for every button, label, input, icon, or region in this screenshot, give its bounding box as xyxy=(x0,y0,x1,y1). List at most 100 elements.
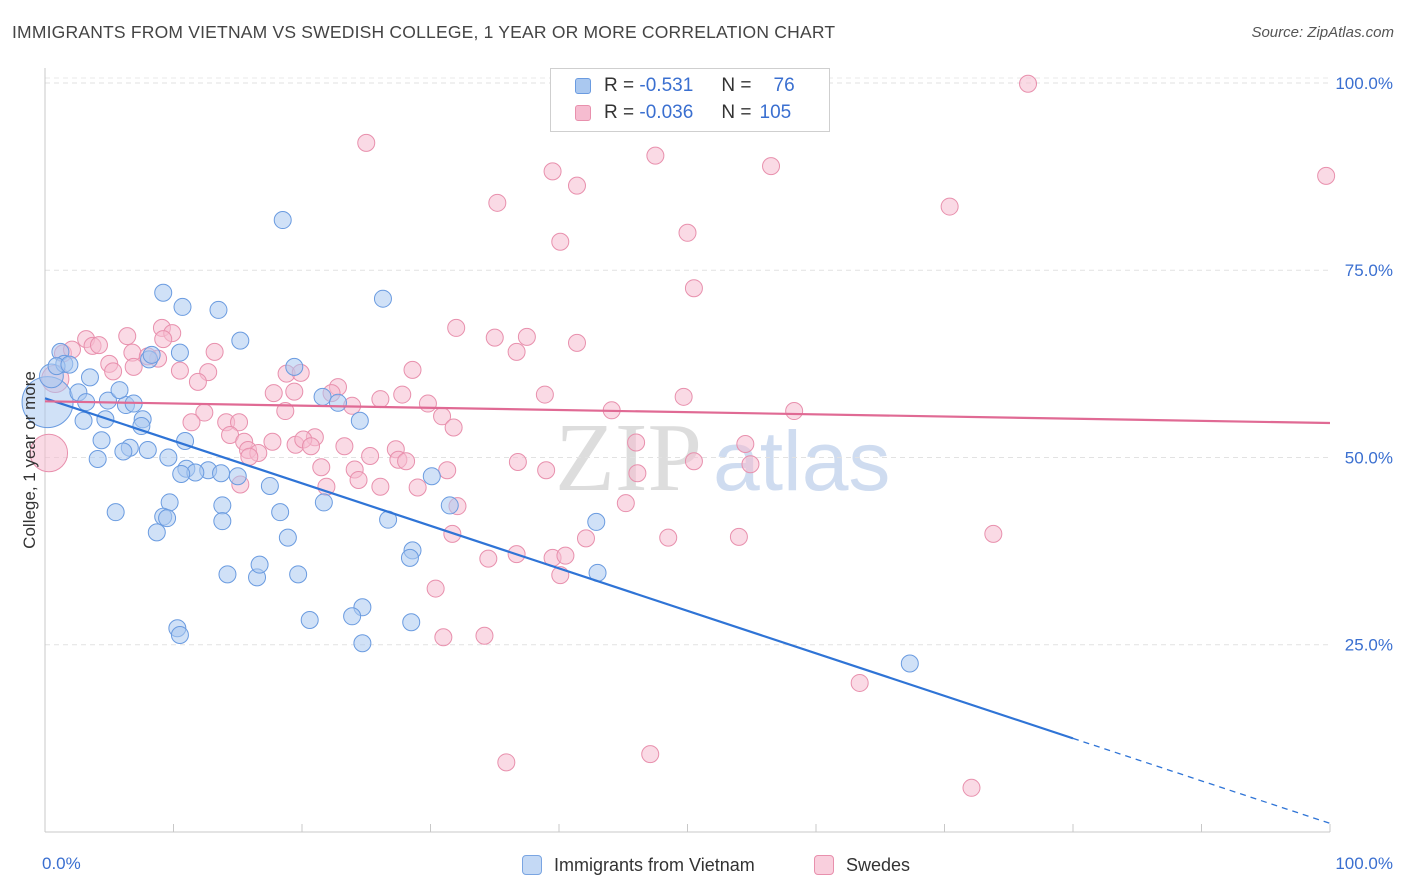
data-point-swedes xyxy=(616,494,635,513)
data-point-swedes xyxy=(762,157,781,176)
data-point-vietnam xyxy=(400,548,419,567)
data-point-swedes xyxy=(646,146,665,165)
data-point-swedes xyxy=(736,435,755,454)
watermark-atlas: atlas xyxy=(713,414,890,508)
watermark: ZIP atlas xyxy=(555,404,890,512)
bottom-legend-item-swedes: Swedes xyxy=(814,851,910,879)
data-point-swedes xyxy=(285,382,304,401)
data-point-vietnam xyxy=(402,613,421,632)
data-point-swedes xyxy=(426,579,445,598)
data-point-swedes xyxy=(312,458,331,477)
data-point-vietnam xyxy=(213,496,232,515)
legend-r-value: -0.036 xyxy=(639,102,694,123)
data-point-vietnam xyxy=(74,411,93,430)
data-point-swedes xyxy=(447,318,466,337)
data-point-swedes xyxy=(741,455,760,474)
data-point-swedes xyxy=(556,546,575,565)
data-point-vietnam xyxy=(422,467,441,486)
data-point-swedes xyxy=(89,336,108,355)
data-point-swedes xyxy=(1317,166,1336,185)
data-point-swedes xyxy=(335,437,354,456)
data-point-swedes xyxy=(188,372,207,391)
data-point-swedes xyxy=(371,390,390,409)
data-point-vietnam xyxy=(158,509,177,528)
data-point-vietnam xyxy=(138,441,157,459)
data-point-vietnam xyxy=(142,345,161,364)
data-point-vietnam xyxy=(132,417,151,436)
data-point-vietnam xyxy=(110,381,129,400)
bottom-legend-label-vietnam: Immigrants from Vietnam xyxy=(554,854,755,875)
bottom-legend-item-vietnam: Immigrants from Vietnam xyxy=(522,851,755,879)
y-tick-label: 100.0% xyxy=(1335,74,1393,93)
legend-n-label: N = xyxy=(721,75,752,96)
data-point-vietnam xyxy=(173,297,192,316)
data-point-swedes xyxy=(684,279,703,298)
data-point-swedes xyxy=(403,360,422,379)
legend-n-label: N = xyxy=(721,102,752,123)
data-point-vietnam xyxy=(92,431,111,450)
chart-source: Source: ZipAtlas.com xyxy=(1251,24,1394,41)
data-point-swedes xyxy=(479,549,498,568)
data-point-swedes xyxy=(659,528,678,547)
legend: R = -0.531 N = 76 R = -0.036 N = 105 xyxy=(550,68,830,132)
data-point-vietnam xyxy=(313,387,332,406)
bottom-legend-swatch-blue xyxy=(522,855,542,875)
data-point-swedes xyxy=(349,470,368,489)
tick-labels: 25.0% 50.0% 75.0% 100.0% 0.0% 100.0% xyxy=(42,74,1393,873)
y-axis-label: College, 1 year or more xyxy=(20,371,39,549)
bottom-legend-swatch-pink xyxy=(814,855,834,875)
data-point-swedes xyxy=(729,527,748,546)
series-swedes xyxy=(29,74,1336,797)
data-point-vietnam xyxy=(159,448,178,467)
data-point-swedes xyxy=(301,437,320,456)
data-point-vietnam xyxy=(212,464,231,483)
data-point-vietnam xyxy=(170,343,189,362)
data-point-swedes xyxy=(408,478,427,497)
data-point-swedes xyxy=(182,413,201,432)
data-point-vietnam xyxy=(106,503,125,522)
data-point-swedes xyxy=(104,362,123,381)
data-point-swedes xyxy=(488,193,507,212)
data-point-swedes xyxy=(118,327,137,346)
data-point-swedes xyxy=(535,385,554,404)
trend-line-vietnam xyxy=(44,397,1074,740)
legend-swatch-blue xyxy=(575,78,591,94)
bottom-legend-label-swedes: Swedes xyxy=(846,854,911,875)
data-point-vietnam xyxy=(900,654,919,673)
data-point-vietnam xyxy=(271,503,290,522)
legend-row-vietnam: R = -0.531 N = 76 xyxy=(551,73,795,99)
data-point-vietnam xyxy=(209,300,228,319)
legend-swatch-pink xyxy=(575,105,591,121)
data-point-vietnam xyxy=(172,464,191,483)
data-point-vietnam xyxy=(343,607,362,626)
trend-lines xyxy=(44,397,1331,825)
data-point-vietnam xyxy=(250,555,269,574)
data-point-vietnam xyxy=(170,626,189,645)
trend-line-vietnam-extension xyxy=(1072,737,1331,825)
data-point-vietnam xyxy=(300,611,319,630)
data-point-swedes xyxy=(551,232,570,251)
data-point-swedes xyxy=(678,223,697,242)
data-point-vietnam xyxy=(218,565,237,584)
data-point-vietnam xyxy=(80,368,99,387)
data-point-swedes xyxy=(567,333,586,352)
data-point-swedes xyxy=(264,384,283,403)
data-point-vietnam xyxy=(373,289,392,308)
legend-n-value: 76 xyxy=(773,75,795,96)
legend-r-label: R = xyxy=(604,102,635,123)
data-point-swedes xyxy=(170,361,189,380)
data-point-swedes xyxy=(230,413,249,432)
data-point-swedes xyxy=(205,342,224,361)
data-point-swedes xyxy=(29,433,69,473)
data-point-swedes xyxy=(517,327,536,346)
data-point-swedes xyxy=(361,446,380,465)
data-point-vietnam xyxy=(114,442,133,461)
data-point-vietnam xyxy=(98,391,117,410)
data-point-vietnam xyxy=(228,467,247,486)
data-point-swedes xyxy=(485,328,504,347)
legend-r-value: -0.531 xyxy=(639,75,694,96)
data-point-swedes xyxy=(371,477,390,496)
gridlines xyxy=(45,77,1330,646)
data-point-swedes xyxy=(537,461,556,480)
bottom-legend: Immigrants from Vietnam Swedes xyxy=(0,851,1406,879)
